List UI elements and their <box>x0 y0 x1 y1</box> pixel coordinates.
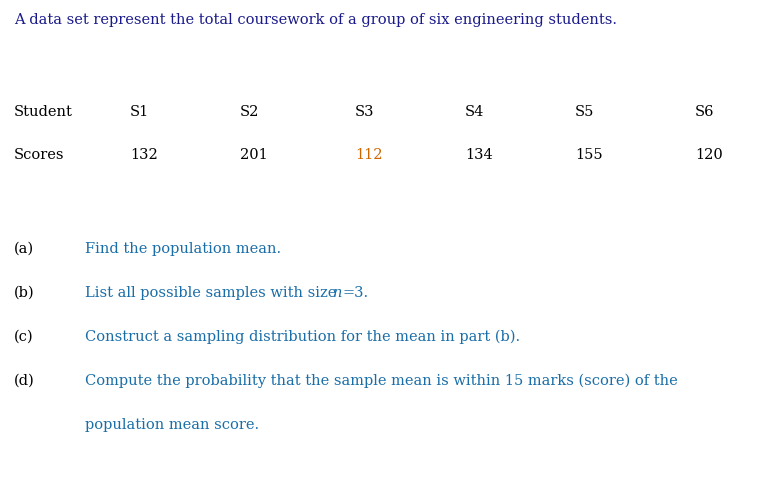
Text: (c): (c) <box>14 330 34 344</box>
Text: Scores: Scores <box>14 148 64 162</box>
Text: 134: 134 <box>465 148 493 162</box>
Text: List all possible samples with size: List all possible samples with size <box>85 286 341 300</box>
Text: Find the population mean.: Find the population mean. <box>85 242 281 256</box>
Text: S5: S5 <box>575 105 594 119</box>
Text: 120: 120 <box>695 148 723 162</box>
Text: 112: 112 <box>355 148 383 162</box>
Text: S2: S2 <box>240 105 259 119</box>
Text: Compute the probability that the sample mean is within 15 marks (score) of the: Compute the probability that the sample … <box>85 374 678 388</box>
Text: S6: S6 <box>695 105 715 119</box>
Text: Construct a sampling distribution for the mean in part (b).: Construct a sampling distribution for th… <box>85 330 520 345</box>
Text: =3.: =3. <box>343 286 369 300</box>
Text: S4: S4 <box>465 105 485 119</box>
Text: S1: S1 <box>130 105 150 119</box>
Text: population mean score.: population mean score. <box>85 418 259 432</box>
Text: n: n <box>333 286 342 300</box>
Text: 155: 155 <box>575 148 603 162</box>
Text: A data set represent the total coursework of a group of six engineering students: A data set represent the total coursewor… <box>14 13 617 27</box>
Text: Student: Student <box>14 105 73 119</box>
Text: 132: 132 <box>130 148 157 162</box>
Text: S3: S3 <box>355 105 374 119</box>
Text: (d): (d) <box>14 374 34 388</box>
Text: (b): (b) <box>14 286 34 300</box>
Text: 201: 201 <box>240 148 268 162</box>
Text: (a): (a) <box>14 242 34 256</box>
